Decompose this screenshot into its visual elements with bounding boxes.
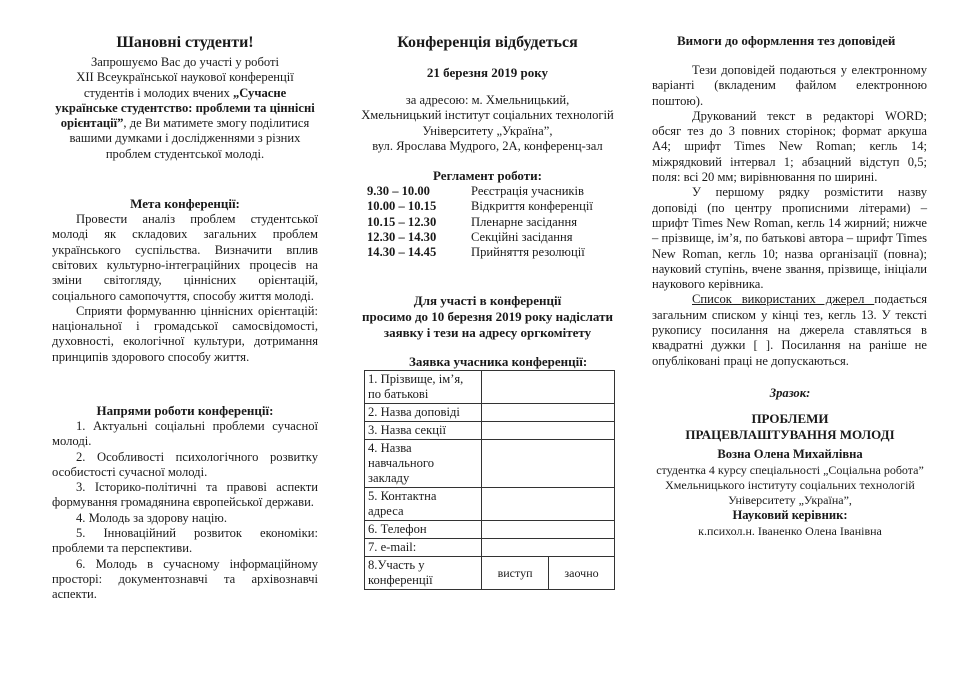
schedule: 9.30 – 10.00 Реєстрація учасників 10.00 –… xyxy=(367,184,630,260)
intro-line: XII Всеукраїнської наукової конференції xyxy=(76,70,294,85)
intro-line: Запрошуємо Вас до участі у роботі xyxy=(90,55,279,69)
form-field[interactable] xyxy=(481,487,615,521)
option-speech[interactable]: виступ xyxy=(480,556,550,590)
conference-name: „Сучасне українське студентство: проблем… xyxy=(55,85,315,131)
schedule-time: 10.00 – 10.15 xyxy=(367,199,437,214)
schedule-row: 10.00 – 10.15 Відкриття конференції xyxy=(367,199,630,214)
schedule-row: 9.30 – 10.00 Реєстрація учасників xyxy=(367,184,630,199)
event-heading: Конференція відбудеться xyxy=(397,34,578,51)
greeting-heading: Шановні студенти! xyxy=(116,34,254,51)
direction-item: 6. Молодь в сучасному інформаційному про… xyxy=(52,556,318,602)
intro-tail: , де Ви матимете змогу поділитися вашими… xyxy=(69,116,310,161)
form-label: 2. Назва доповіді xyxy=(364,403,482,422)
schedule-time: 12.30 – 14.30 xyxy=(367,230,437,245)
sources-text: подається загальним списком у кінці тез,… xyxy=(652,292,927,368)
direction-item: 3. Історико-політичні та правові аспекти… xyxy=(52,480,318,510)
form-field[interactable] xyxy=(481,370,615,404)
form-label: 8.Участь у конференції xyxy=(364,556,482,590)
requirement-paragraph: Друкований текст в редакторі WORD; обсяг… xyxy=(652,108,927,185)
form-field[interactable] xyxy=(481,421,615,440)
table-row: 2. Назва доповіді xyxy=(364,403,615,422)
sample-section: Зразок: ПРОБЛЕМИ ПРАЦЕВЛАШТУВАННЯ МОЛОДІ… xyxy=(645,386,935,539)
goal-paragraph: Провести аналіз проблем студентської мол… xyxy=(52,212,318,303)
goal-heading: Мета конференції: xyxy=(130,196,240,212)
left-column: Шановні студенти! Запрошуємо Вас до учас… xyxy=(52,33,318,365)
form-label: 4. Назва навчального закладу xyxy=(364,439,482,488)
notice-line: Для участі в конференції xyxy=(413,292,562,308)
form-heading: Заявка учасника конференції: xyxy=(409,354,588,369)
center-column: Конференція відбудеться 21 березня 2019 … xyxy=(345,33,630,341)
schedule-event: Реєстрація учасників xyxy=(471,184,584,199)
address-line: вул. Ярослава Мудрого, 2А, конференц-зал xyxy=(372,138,603,153)
schedule-event: Відкриття конференції xyxy=(471,199,593,214)
application-form: Заявка учасника конференції: 1. Прізвище… xyxy=(364,354,624,590)
table-row: 4. Назва навчального закладу xyxy=(364,439,615,488)
table-row: 8.Участь у конференції виступ заочно xyxy=(364,556,615,590)
right-column: Вимоги до оформлення тез доповідей Тези … xyxy=(652,33,927,369)
schedule-time: 9.30 – 10.00 xyxy=(367,184,430,199)
option-absentee[interactable]: заочно xyxy=(548,556,615,590)
sample-line: Університету „Україна”, xyxy=(728,493,852,508)
table-row: 3. Назва секції xyxy=(364,421,615,440)
table-row: 7. e-mail: xyxy=(364,538,615,557)
form-label: 6. Телефон xyxy=(364,520,482,539)
sample-line: Хмельницького інституту соціальних техно… xyxy=(665,477,915,492)
notice-line: заявку і тези на адресу оргкомітету xyxy=(383,324,592,340)
requirement-paragraph: Тези доповідей подаються у електронному … xyxy=(652,63,927,108)
schedule-event: Пленарне засідання xyxy=(471,214,577,229)
address: за адресою: м. Хмельницький, Хмельницьки… xyxy=(345,93,630,154)
form-label: 3. Назва секції xyxy=(364,421,482,440)
schedule-heading: Регламент роботи: xyxy=(433,168,542,184)
table-row: 5. Контактна адреса xyxy=(364,487,615,521)
direction-item: 5. Інноваційний розвиток економіки: проб… xyxy=(52,526,318,556)
participation-notice: Для участі в конференції просимо до 10 б… xyxy=(345,293,630,341)
address-line: за адресою: м. Хмельницький, xyxy=(405,93,570,107)
directions-section: Напрями роботи конференції: 1. Актуальні… xyxy=(52,403,318,603)
sample-label: Зразок: xyxy=(769,386,811,400)
form-label: 7. e-mail: xyxy=(364,538,482,557)
schedule-row: 12.30 – 14.30 Секційні засідання xyxy=(367,230,630,245)
direction-item: 4. Молодь за здорову націю. xyxy=(76,510,227,525)
requirement-paragraph: У першому рядку розмістити назву доповід… xyxy=(652,185,927,292)
directions-heading: Напрями роботи конференції: xyxy=(96,403,274,418)
table-row: 6. Телефон xyxy=(364,520,615,539)
direction-item: 1. Актуальні соціальні проблеми сучасної… xyxy=(52,419,318,449)
schedule-row: 14.30 – 14.45 Прийняття резолюції xyxy=(367,245,630,260)
schedule-time: 10.15 – 12.30 xyxy=(367,214,437,229)
application-table: 1. Прізвище, ім’я, по батькові 2. Назва … xyxy=(364,370,615,590)
requirements-heading: Вимоги до оформлення тез доповідей xyxy=(677,33,896,48)
supervisor-label: Науковий керівник: xyxy=(732,508,848,523)
form-label: 5. Контактна адреса xyxy=(364,487,482,521)
schedule-event: Прийняття резолюції xyxy=(471,245,585,260)
intro-line: студентів і молодих вчених xyxy=(83,85,230,100)
direction-item: 2. Особливості психологічного розвитку о… xyxy=(52,449,318,479)
sources-underlined: Список використаних джерел xyxy=(692,292,875,307)
event-date: 21 березня 2019 року xyxy=(426,65,549,80)
notice-line: просимо до 10 березня 2019 року надіслат… xyxy=(362,308,613,324)
requirement-paragraph: Список використаних джерел подається заг… xyxy=(652,292,927,368)
schedule-time: 14.30 – 14.45 xyxy=(367,245,437,260)
sample-line: студентка 4 курсу спеціальності „Соціаль… xyxy=(656,462,924,477)
invitation-text: Запрошуємо Вас до участі у роботі XII Вс… xyxy=(52,55,318,162)
table-row: 1. Прізвище, ім’я, по батькові xyxy=(364,370,615,404)
form-field[interactable] xyxy=(481,403,615,422)
address-line: Університету „Україна”, xyxy=(422,123,553,138)
supervisor-name: к.психол.н. Іваненко Олена Іванівна xyxy=(698,523,882,538)
address-line: Хмельницький інститут соціальних техноло… xyxy=(361,108,614,123)
form-field[interactable] xyxy=(481,520,615,539)
form-label: 1. Прізвище, ім’я, по батькові xyxy=(364,370,482,404)
schedule-event: Секційні засідання xyxy=(471,230,573,245)
sample-title: ПРОБЛЕМИ ПРАЦЕВЛАШТУВАННЯ МОЛОДІ xyxy=(685,411,895,443)
sample-author: Возна Олена Михайлівна xyxy=(717,447,863,462)
schedule-row: 10.15 – 12.30 Пленарне засідання xyxy=(367,215,630,230)
form-field[interactable] xyxy=(481,439,615,488)
goal-paragraph: Сприяти формуванню ціннісних орієнтацій:… xyxy=(52,303,318,364)
form-field[interactable] xyxy=(481,538,615,557)
